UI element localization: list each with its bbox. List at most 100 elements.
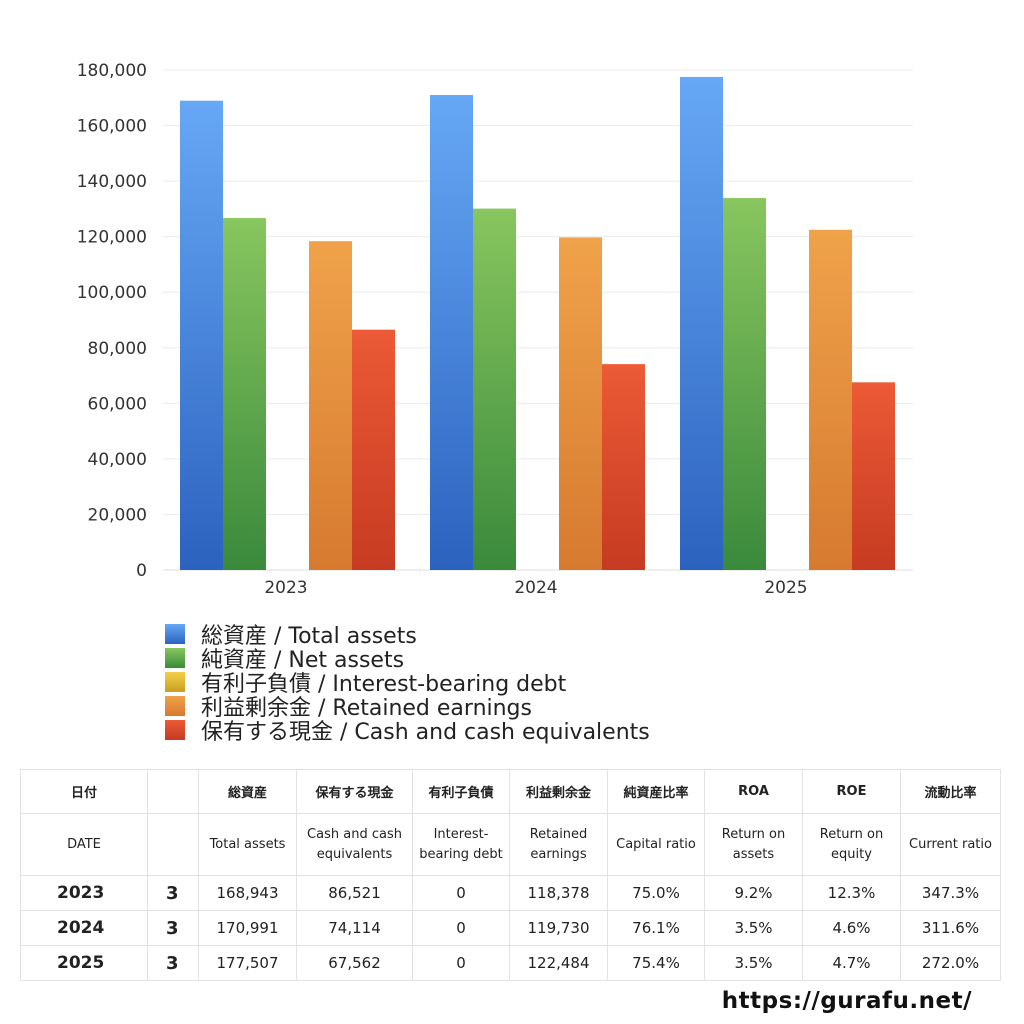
table-cell: 3 <box>147 945 199 981</box>
table-cell: Return on assets <box>704 813 803 876</box>
table-cell: 75.0% <box>607 875 705 911</box>
y-tick-label: 160,000 <box>77 117 147 137</box>
bar-2024-series-3 <box>559 237 602 570</box>
y-tick-label: 180,000 <box>77 61 147 81</box>
table-cell: 3.5% <box>704 945 803 981</box>
table-row: 2023 3 168,943 86,521 0 118,378 75.0% 9.2% 12.3%… <box>20 875 1001 911</box>
legend-item: 有利子負債 / Interest-bearing debt <box>165 670 650 697</box>
table-cell: 272.0% <box>900 945 1001 981</box>
bar-2025-series-0 <box>680 76 723 571</box>
legend-label: 利益剰余金 / Retained earnings <box>201 696 532 721</box>
table-cell: 0 <box>412 875 510 911</box>
table-cell: Current ratio <box>900 813 1001 876</box>
y-tick-label: 100,000 <box>77 283 147 303</box>
table-cell: 119,730 <box>509 910 608 946</box>
table-cell: 有利子負債 <box>412 769 510 814</box>
legend-label: 純資産 / Net assets <box>201 648 405 673</box>
y-tick-label: 60,000 <box>88 394 147 414</box>
table-cell: 3 <box>147 910 199 946</box>
legend-label: 有利子負債 / Interest-bearing debt <box>201 672 567 697</box>
bar-2024-series-4 <box>602 364 645 570</box>
table-cell: 利益剰余金 <box>509 769 608 814</box>
bar-2024-series-1 <box>473 208 516 570</box>
bars <box>180 76 895 571</box>
legend-item: 純資産 / Net assets <box>165 646 650 673</box>
table-cell <box>147 769 199 814</box>
table-cell: 67,562 <box>296 945 413 981</box>
table-cell: 総資産 <box>198 769 297 814</box>
bar-2025-series-1 <box>723 198 766 571</box>
bar-2025-series-4 <box>852 382 895 570</box>
table-cell <box>147 813 199 876</box>
y-tick-label: 120,000 <box>77 228 147 248</box>
table-cell: Retained earnings <box>509 813 608 876</box>
legend-item: 総資産 / Total assets <box>165 622 650 649</box>
table-cell: DATE <box>20 813 148 876</box>
table-cell: 74,114 <box>296 910 413 946</box>
site-url: https://gurafu.net/ <box>721 988 972 1014</box>
legend-label: 総資産 / Total assets <box>201 624 417 649</box>
legend-label: 保有する現金 / Cash and cash equivalents <box>201 720 650 745</box>
table-cell: 118,378 <box>509 875 608 911</box>
table-cell: 3 <box>147 875 199 911</box>
table-row: 2024 3 170,991 74,114 0 119,730 76.1% 3.5% 4.6% 3… <box>20 910 1001 946</box>
bar-2023-series-0 <box>180 100 223 570</box>
table-cell: Return on equity <box>802 813 901 876</box>
table-cell: 3.5% <box>704 910 803 946</box>
y-axis-ticks: 0 20,000 40,000 60,000 80,000 100,000 120,000 1… <box>77 61 147 581</box>
y-tick-label: 80,000 <box>88 339 147 359</box>
table-cell: 4.6% <box>802 910 901 946</box>
table-cell: 122,484 <box>509 945 608 981</box>
y-tick-label: 40,000 <box>88 450 147 470</box>
table-cell: ROA <box>704 769 803 814</box>
table-cell: 170,991 <box>198 910 297 946</box>
table-cell: 347.3% <box>900 875 1001 911</box>
table-cell: Capital ratio <box>607 813 705 876</box>
table-cell: Interest-bearing debt <box>412 813 510 876</box>
bar-2024-series-0 <box>430 95 473 571</box>
table-cell: 0 <box>412 910 510 946</box>
table-cell: 76.1% <box>607 910 705 946</box>
grid-lines <box>163 69 913 571</box>
legend-swatch <box>165 624 185 644</box>
table-cell: 4.7% <box>802 945 901 981</box>
x-tick-label: 2024 <box>514 578 557 598</box>
table-header-jp: 日付 総資産 保有する現金 有利子負債 利益剰余金 純資産比率 ROA ROE 流動比率 <box>20 769 1001 814</box>
legend-swatch <box>165 648 185 668</box>
table-cell: 2025 <box>20 945 148 981</box>
table-cell: 75.4% <box>607 945 705 981</box>
table-cell: 86,521 <box>296 875 413 911</box>
y-tick-label: 20,000 <box>88 505 147 525</box>
chart-legend: 総資産 / Total assets 純資産 / Net assets 有利子負債 … <box>165 622 650 745</box>
table-cell: 保有する現金 <box>296 769 413 814</box>
table-cell: Cash and cash equivalents <box>296 813 413 876</box>
x-tick-label: 2023 <box>264 578 307 598</box>
table-cell: 9.2% <box>704 875 803 911</box>
table-cell: 177,507 <box>198 945 297 981</box>
table-cell: 311.6% <box>900 910 1001 946</box>
table-cell: 2024 <box>20 910 148 946</box>
table-header-en: DATE Total assets Cash and cash equivalent… <box>20 813 1001 876</box>
financial-table: 日付 総資産 保有する現金 有利子負債 利益剰余金 純資産比率 ROA ROE 流動比率 DATE… <box>20 769 1001 981</box>
table-cell: 0 <box>412 945 510 981</box>
bar-chart: 0 20,000 40,000 60,000 80,000 100,000 120,000 1… <box>77 61 913 598</box>
table-cell: 12.3% <box>802 875 901 911</box>
y-tick-label: 140,000 <box>77 172 147 192</box>
x-axis-ticks: 2023 2024 2025 <box>264 578 807 598</box>
table-row: 2025 3 177,507 67,562 0 122,484 75.4% 3.5% 4.7% 2… <box>20 945 1001 981</box>
bar-2023-series-1 <box>223 218 266 571</box>
legend-item: 利益剰余金 / Retained earnings <box>165 694 650 721</box>
table-cell: Total assets <box>198 813 297 876</box>
legend-swatch <box>165 720 185 740</box>
bar-2025-series-3 <box>809 229 852 570</box>
table-cell: 日付 <box>20 769 148 814</box>
bar-2023-series-4 <box>352 329 395 570</box>
table-cell: 純資産比率 <box>607 769 705 814</box>
table-cell: ROE <box>802 769 901 814</box>
table-cell: 流動比率 <box>900 769 1001 814</box>
table-cell: 2023 <box>20 875 148 911</box>
bar-2023-series-3 <box>309 241 352 570</box>
legend-swatch <box>165 672 185 692</box>
legend-swatch <box>165 696 185 716</box>
y-tick-label: 0 <box>136 561 147 581</box>
